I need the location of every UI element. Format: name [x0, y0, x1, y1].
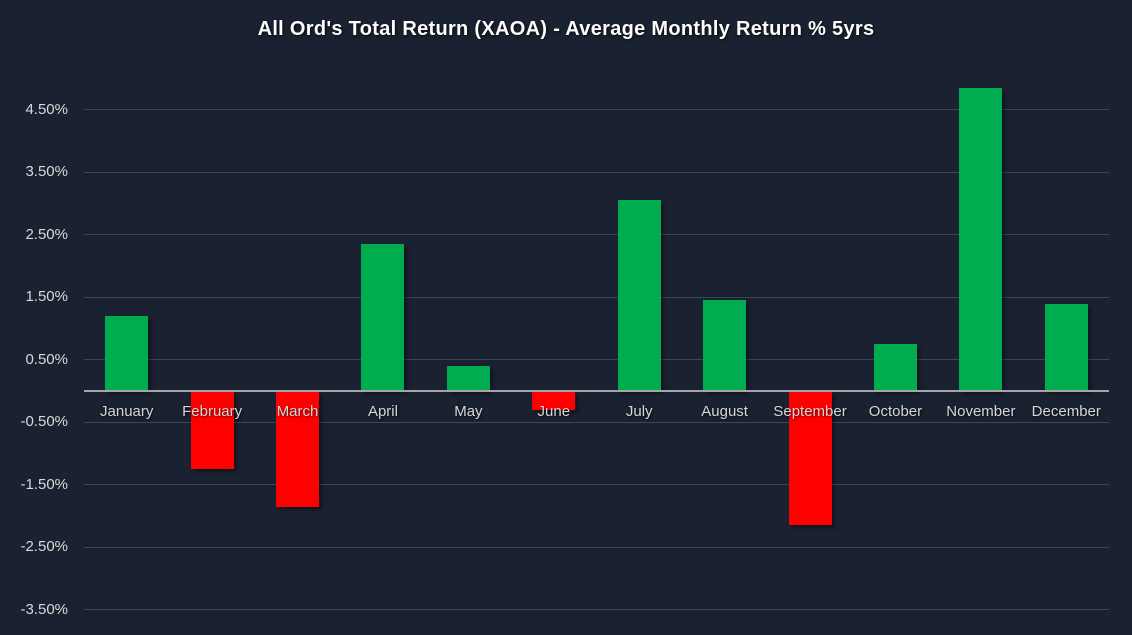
bar-april — [361, 244, 405, 391]
bar-september — [788, 391, 832, 526]
bar-june — [532, 391, 576, 410]
y-tick-label: -2.50% — [20, 538, 68, 556]
gridline — [84, 421, 1109, 423]
gridline — [84, 234, 1109, 236]
gridline — [84, 609, 1109, 611]
chart-title: All Ord's Total Return (XAOA) - Average … — [257, 18, 875, 40]
bar-august — [703, 300, 747, 391]
gridline — [84, 296, 1109, 298]
bar-january — [105, 316, 149, 391]
y-tick-label: -3.50% — [20, 600, 68, 618]
gridline — [84, 484, 1109, 486]
bar-december — [1044, 303, 1088, 391]
x-tick-label: April — [367, 403, 398, 420]
y-tick-label: 1.50% — [25, 288, 68, 306]
bar-november — [959, 87, 1003, 391]
gridline — [84, 546, 1109, 548]
x-tick-label: October — [868, 403, 923, 420]
bar-july — [617, 200, 661, 391]
y-tick-label: -1.50% — [20, 475, 68, 493]
y-tick-label: 0.50% — [25, 350, 68, 368]
bar-may — [446, 366, 490, 391]
y-tick-label: -0.50% — [20, 413, 68, 431]
x-tick-label: February — [182, 403, 243, 420]
x-tick-label: November — [946, 403, 1016, 420]
y-tick-label: 4.50% — [25, 100, 68, 118]
gridline — [84, 359, 1109, 361]
x-tick-label: December — [1031, 403, 1101, 420]
x-tick-label: March — [276, 403, 319, 420]
gridline — [84, 109, 1109, 111]
y-tick-label: 2.50% — [25, 225, 68, 243]
bar-march — [276, 391, 320, 507]
bar-october — [873, 344, 917, 391]
x-tick-label: May — [454, 403, 483, 420]
x-tick-label: July — [625, 403, 653, 420]
y-tick-label: 3.50% — [25, 163, 68, 181]
x-axis-line — [84, 389, 1109, 392]
x-tick-label: August — [701, 403, 748, 420]
x-tick-label: September — [773, 403, 847, 420]
x-tick-label: June — [537, 403, 571, 420]
x-tick-label: January — [100, 403, 154, 420]
bar-february — [190, 391, 234, 470]
gridline — [84, 171, 1109, 173]
